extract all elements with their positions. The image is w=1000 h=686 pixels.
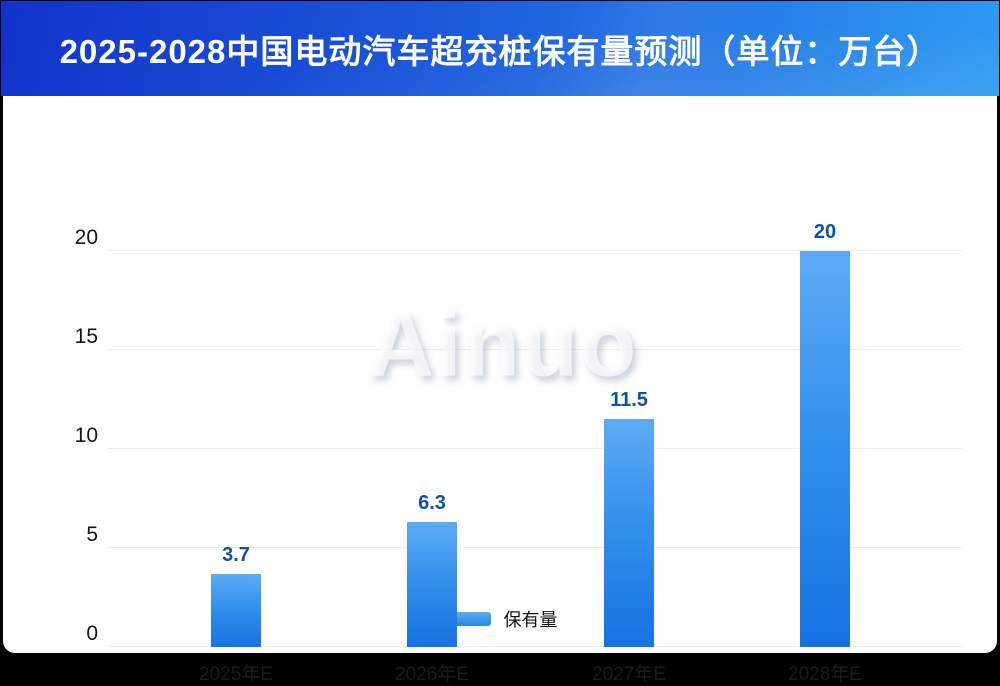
gridline-y-5 bbox=[108, 547, 962, 548]
x-axis-category-label: 2028年E bbox=[788, 664, 862, 685]
bar-value-label: 6.3 bbox=[418, 492, 446, 515]
title-banner: 2025-2028中国电动汽车超充桩保有量预测（单位：万台） bbox=[1, 1, 999, 96]
y-axis-tick-label: 5 bbox=[86, 523, 98, 546]
y-axis-tick-label: 10 bbox=[74, 424, 98, 447]
y-axis-tick-label: 0 bbox=[86, 622, 98, 645]
gridline-y-20 bbox=[108, 250, 962, 251]
y-axis-tick-label: 20 bbox=[74, 226, 98, 249]
bar-value-label: 3.7 bbox=[222, 543, 250, 566]
y-axis-tick-label: 15 bbox=[74, 325, 98, 348]
bar-value-label: 11.5 bbox=[610, 389, 648, 412]
gridline-y-15 bbox=[108, 349, 962, 350]
gridline-y-0 bbox=[108, 646, 962, 647]
x-axis-category-label: 2027年E bbox=[592, 664, 666, 685]
bar-2026年E bbox=[407, 522, 457, 647]
plot-area: 0 5 10 15 20 3.7 2025年E 6.3 2026年E 11.5 2027年E 20 20… bbox=[75, 221, 962, 685]
x-axis-category-label: 2025年E bbox=[199, 664, 273, 685]
chart-card: 0 5 10 15 20 3.7 2025年E 6.3 2026年E 11.5 2027年E 20 20… bbox=[3, 96, 997, 685]
bar-2028年E bbox=[800, 251, 850, 647]
x-axis-category-label: 2026年E bbox=[395, 664, 469, 685]
gridline-y-10 bbox=[108, 448, 962, 449]
legend-label: 保有量 bbox=[503, 610, 558, 630]
bar-2025年E bbox=[211, 573, 261, 647]
bar-value-label: 20 bbox=[813, 221, 837, 243]
bar-2027年E bbox=[604, 419, 654, 647]
chart-title: 2025-2028中国电动汽车超充桩保有量预测（单位：万台） bbox=[59, 32, 941, 70]
